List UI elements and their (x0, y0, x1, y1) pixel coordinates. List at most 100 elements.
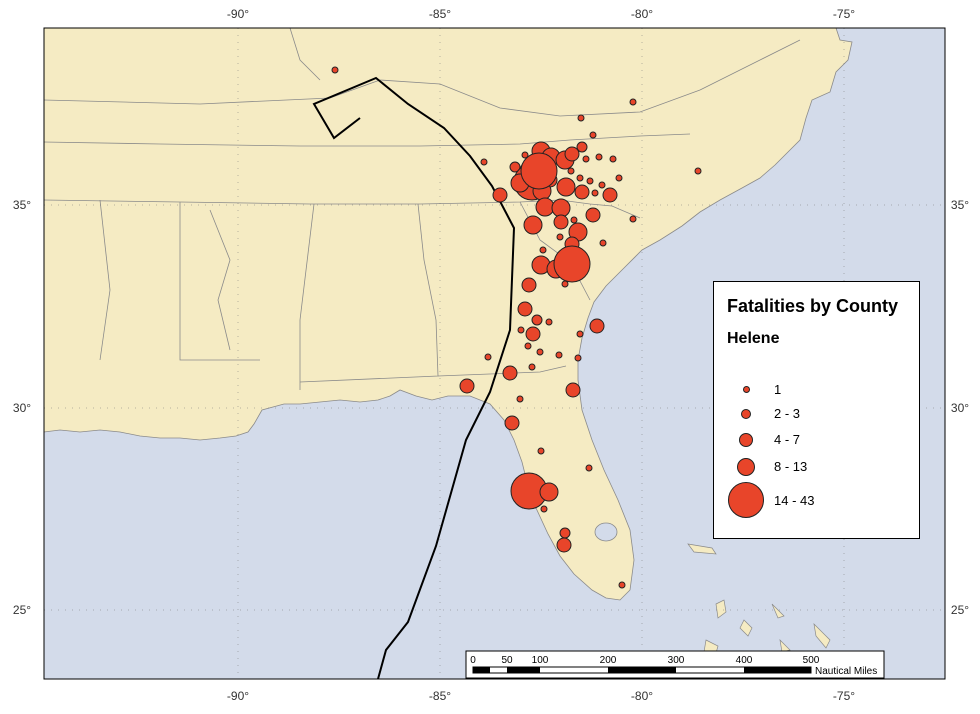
hurricane-track (312, 76, 516, 679)
fatality-marker (502, 365, 518, 381)
lat-ticks-right: 35° 30° 25° (951, 198, 969, 617)
fatality-marker (536, 348, 544, 356)
fatality-marker (595, 153, 603, 161)
fatality-marker (521, 151, 529, 159)
scale-bar: 0 50 100 200 300 400 500 Nautical Miles (465, 650, 885, 679)
legend-entry: 14 - 43 (714, 482, 919, 518)
fatality-marker (459, 378, 475, 394)
fatality-markers (331, 66, 702, 589)
fatality-marker (553, 245, 591, 283)
legend-label: 1 (774, 382, 782, 397)
fatality-marker (535, 197, 555, 217)
fatality-marker (609, 155, 617, 163)
legend-entry: 1 (714, 380, 919, 400)
fatality-marker (585, 464, 593, 472)
fatality-marker (564, 146, 580, 162)
legend-marker (737, 458, 755, 476)
legend-entry: 8 - 13 (714, 458, 919, 478)
lat-tick-right: 30° (951, 401, 969, 415)
land-mass (44, 28, 853, 601)
scale-tick-label: 0 (470, 655, 476, 666)
fatality-marker (629, 215, 637, 223)
fatality-marker (545, 318, 553, 326)
legend-label: 2 - 3 (774, 406, 801, 421)
fatality-marker (492, 187, 508, 203)
fatality-marker (615, 174, 623, 182)
fatality-marker (570, 216, 578, 224)
lon-ticks-bottom: -90° -85° -80° -75° (227, 689, 855, 703)
legend-label: 14 - 43 (774, 493, 815, 508)
legend-label: 8 - 13 (774, 459, 808, 474)
fatality-marker (484, 353, 492, 361)
fatality-marker (586, 177, 594, 185)
legend-subtitle: Helene (727, 330, 780, 347)
fatality-marker (520, 152, 558, 190)
fatality-marker (556, 233, 564, 241)
fatality-marker (553, 214, 569, 230)
fatality-marker (528, 363, 536, 371)
fatality-marker (524, 342, 532, 350)
legend-marker (739, 433, 753, 447)
fatality-marker (561, 280, 569, 288)
lat-tick-left: 30° (13, 401, 31, 415)
fatality-marker (565, 382, 581, 398)
fatality-marker (629, 98, 637, 106)
scale-tick-label: 50 (501, 655, 513, 666)
lon-tick-top: -90° (227, 7, 249, 21)
legend: Fatalities by County Helene 1 2 - 3 4 - … (713, 281, 920, 539)
lon-tick-bottom: -85° (429, 689, 451, 703)
lon-tick-bottom: -90° (227, 689, 249, 703)
fatality-marker (577, 114, 585, 122)
fatality-marker (559, 527, 571, 539)
fatality-marker (582, 155, 590, 163)
map-frame (43, 27, 946, 680)
fatality-marker (480, 158, 488, 166)
fatality-marker (555, 351, 563, 359)
fatality-marker (589, 318, 605, 334)
fatality-marker (517, 301, 533, 317)
legend-title: Fatalities by County (727, 296, 899, 316)
fatality-marker (537, 447, 545, 455)
lat-tick-right: 25° (951, 603, 969, 617)
fatality-marker (567, 167, 575, 175)
fatality-marker (618, 581, 626, 589)
fatality-marker (599, 239, 607, 247)
fatality-marker (574, 184, 590, 200)
fatality-marker (602, 187, 618, 203)
fatality-marker (521, 277, 537, 293)
fatality-marker (576, 174, 584, 182)
lon-tick-top: -85° (429, 7, 451, 21)
legend-entry: 4 - 7 (714, 430, 919, 450)
fatality-marker (525, 326, 541, 342)
lake-okeechobee (594, 522, 618, 542)
fatality-marker (523, 215, 543, 235)
lat-tick-left: 35° (13, 198, 31, 212)
fatality-marker (556, 537, 572, 553)
lat-ticks-left: 35° 30° 25° (13, 198, 31, 617)
legend-label: 4 - 7 (774, 432, 801, 447)
scale-tick-label: 500 (803, 655, 820, 666)
state-borders (44, 28, 801, 390)
fatality-marker (331, 66, 339, 74)
scale-tick-label: 400 (736, 655, 753, 666)
fatality-marker (694, 167, 702, 175)
lon-tick-bottom: -80° (631, 689, 653, 703)
legend-marker (741, 409, 751, 419)
fatality-marker (556, 177, 576, 197)
fatality-marker (574, 354, 582, 362)
fatality-marker (517, 326, 525, 334)
fatality-marker (531, 314, 543, 326)
legend-marker (728, 482, 764, 518)
fatality-marker (591, 189, 599, 197)
fatality-marker (576, 141, 588, 153)
scale-tick-label: 300 (668, 655, 685, 666)
fatality-marker (598, 181, 606, 189)
scale-tick-label: 100 (532, 655, 549, 666)
fatality-marker (551, 198, 571, 218)
lat-tick-right: 35° (951, 198, 969, 212)
legend-marker (743, 386, 750, 393)
lon-tick-top: -80° (631, 7, 653, 21)
fatality-marker (576, 330, 584, 338)
fatality-marker (589, 131, 597, 139)
scale-tick-label: 200 (600, 655, 617, 666)
